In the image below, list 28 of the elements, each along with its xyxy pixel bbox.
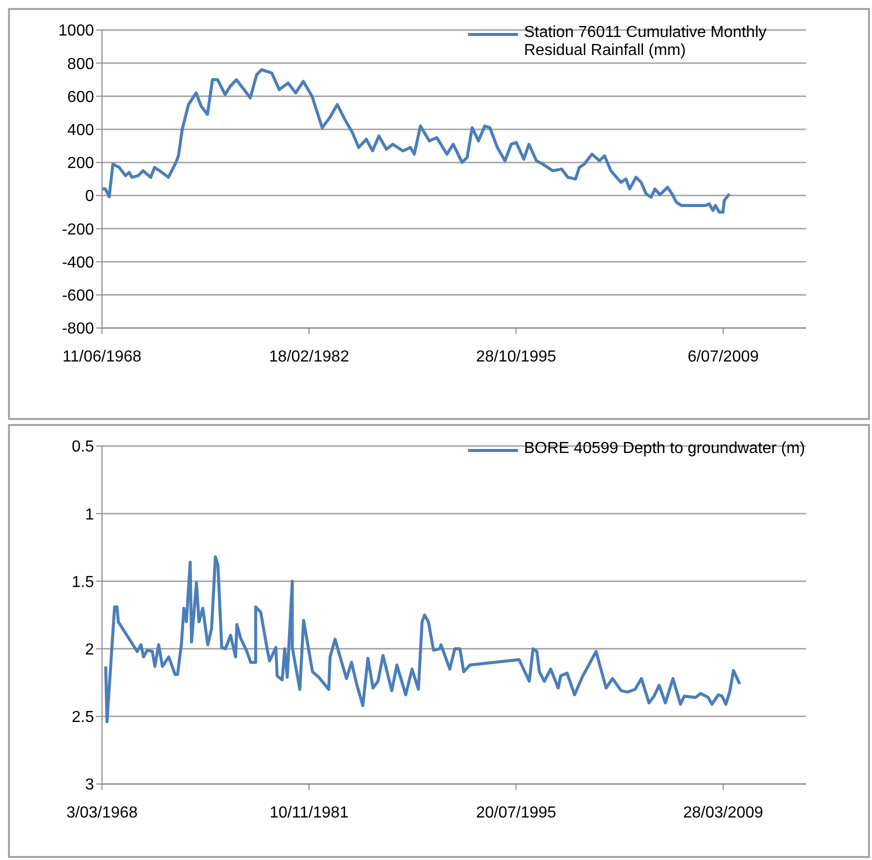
y-tick-label: 400 <box>67 122 94 140</box>
y-tick-label: 800 <box>67 56 94 73</box>
y-tick-label: 1.5 <box>72 574 94 591</box>
x-tick-label: 10/11/1981 <box>270 804 349 822</box>
y-tick-label: -400 <box>62 254 94 272</box>
legend-label: BORE 40599 Depth to groundwater (m) <box>524 440 806 458</box>
y-tick-label: 0.5 <box>72 438 94 456</box>
line-series <box>102 68 731 214</box>
y-tick-label: 0 <box>85 188 94 206</box>
line-series <box>104 555 742 724</box>
x-tick-label: 6/07/2009 <box>688 348 759 366</box>
x-tick-label: 28/10/1995 <box>476 348 556 366</box>
y-tick-label: 1000 <box>58 22 94 40</box>
x-tick-label: 18/02/1982 <box>269 348 350 366</box>
y-tick-label: 200 <box>67 155 94 172</box>
x-tick-label: 3/03/1968 <box>66 804 138 822</box>
y-tick-label: -200 <box>62 221 94 238</box>
x-tick-label: 28/03/2009 <box>683 804 764 822</box>
y-tick-label: -800 <box>62 320 94 338</box>
y-tick-label: 3 <box>85 776 94 794</box>
x-tick-label: 11/06/1968 <box>62 348 142 366</box>
y-tick-label: 2 <box>85 641 94 658</box>
y-tick-label: -600 <box>62 288 94 305</box>
y-tick-label: 600 <box>67 88 94 106</box>
legend-label: Station 76011 Cumulative Monthly Residual Rainfall (mm) <box>524 24 768 60</box>
y-tick-label: 1 <box>85 506 94 524</box>
y-tick-label: 2.5 <box>72 709 94 726</box>
x-tick-label: 20/07/1995 <box>476 804 556 822</box>
